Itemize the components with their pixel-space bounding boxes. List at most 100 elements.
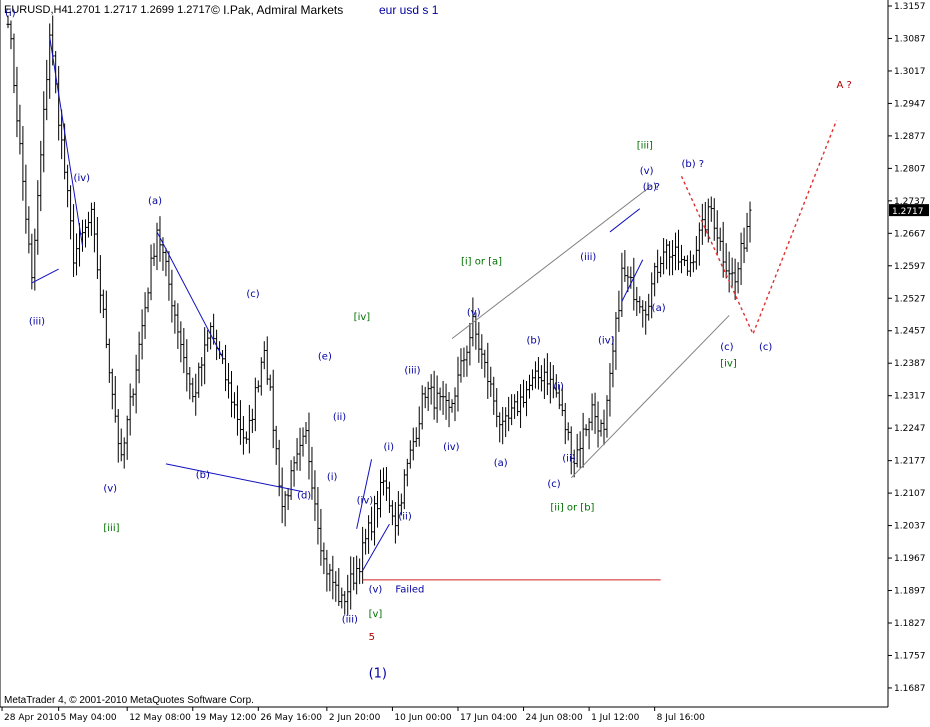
ohlc-bar [33, 228, 37, 291]
ohlc-bar [411, 427, 415, 461]
ohlc-bar [188, 367, 192, 400]
y-tick-label: 1.2527 [894, 294, 926, 304]
blue-trend-line [621, 259, 644, 302]
ohlc-bar [536, 357, 540, 390]
x-tick-label: 19 May 12:00 [195, 713, 257, 723]
ohlc-bar [408, 440, 412, 469]
ohlc-bar [42, 91, 46, 173]
ohlc-bar [322, 542, 326, 575]
ohlc-bar [596, 401, 600, 448]
ohlc-bar [36, 180, 40, 255]
ohlc-bar [66, 164, 70, 208]
ohlc-bar [617, 290, 621, 332]
wave-label: (c) [759, 342, 772, 353]
ohlc-bar [533, 361, 537, 389]
ohlc-bar [146, 287, 150, 313]
ohlc-bar [104, 290, 108, 349]
ohlc-bar [438, 387, 442, 411]
ohlc-bar [572, 449, 576, 478]
ohlc-bar [310, 446, 314, 500]
ohlc-bar [98, 255, 102, 314]
ohlc-bar [709, 196, 713, 222]
wave-label: (e) [318, 351, 332, 362]
wave-label: (b) [643, 182, 657, 193]
blue-trend-line [31, 268, 59, 284]
blue-trend-line [49, 37, 83, 246]
y-tick-label: 1.3017 [894, 67, 926, 77]
ohlc-bar [259, 357, 263, 396]
ohlc-bar [301, 427, 305, 457]
ohlc-bar [519, 384, 523, 428]
current-price-box [889, 204, 929, 217]
wave-label: Failed [395, 584, 424, 595]
ohlc-bar [703, 201, 707, 237]
wave-label: (ii) [398, 512, 411, 523]
ohlc-bar [691, 254, 695, 273]
ohlc-bar [316, 487, 320, 545]
ohlc-bar [632, 257, 636, 311]
ohlc-bar [647, 293, 651, 321]
blue-trend-line [609, 208, 641, 233]
wave-label: (d) [297, 491, 311, 502]
ohlc-bar [712, 198, 716, 241]
ohlc-bar [72, 204, 76, 278]
ohlc-bar [578, 431, 582, 469]
y-tick-label: 1.2457 [894, 327, 926, 337]
ohlc-bar [420, 385, 424, 430]
wave-label: (iii) [580, 252, 596, 263]
x-tick-label: 2 Jun 20:00 [329, 713, 381, 723]
ohlc-bar [516, 391, 520, 417]
ohlc-bar [414, 427, 418, 447]
ohlc-bar [507, 396, 511, 432]
ohlc-bar [584, 424, 588, 437]
ohlc-bar [504, 407, 508, 438]
ohlc-bar [238, 400, 242, 445]
ohlc-bar [742, 227, 746, 264]
ohlc-bar [113, 376, 117, 423]
ohlc-bar [450, 399, 454, 413]
ohlc-bar [164, 247, 168, 277]
ohlc-bar [715, 210, 719, 256]
ohlc-bar [9, 20, 13, 50]
ohlc-bar [83, 219, 87, 248]
ohlc-bar [197, 362, 201, 398]
ohlc-bar [328, 563, 332, 592]
ohlc-bar [235, 385, 239, 436]
ohlc-bar [468, 322, 472, 366]
ohlc-bar [730, 257, 734, 287]
ohlc-bar [370, 506, 374, 541]
wave-label: (v) [103, 484, 117, 495]
ohlc-bar [426, 381, 430, 411]
ohlc-bar [688, 250, 692, 277]
ohlc-bar [474, 312, 478, 350]
ohlc-bar [402, 469, 406, 510]
ohlc-bar [510, 394, 514, 426]
ohlc-bar [373, 495, 377, 546]
ohlc-bar [554, 374, 558, 398]
ohlc-bar [602, 409, 606, 446]
ohlc-bar [429, 374, 433, 405]
ohlc-bar [432, 370, 436, 420]
ohlc-bar [605, 395, 609, 438]
ohlc-bar [393, 502, 397, 544]
ohlc-bar [665, 239, 669, 270]
wave-label: (iv) [443, 442, 460, 453]
ohlc-bar [140, 309, 144, 360]
ohlc-bar [6, 15, 10, 29]
wave-label: (i) [327, 472, 338, 483]
wave-label: [i] or [a] [461, 256, 502, 267]
ohlc-bar [244, 431, 248, 444]
ohlc-bar [137, 331, 141, 384]
ohlc-bar [232, 392, 236, 419]
ohlc-bar [682, 255, 686, 267]
ohlc-bar [399, 493, 403, 516]
ohlc-bar [644, 301, 648, 335]
ohlc-bar [548, 362, 552, 404]
ohlc-bar [444, 383, 448, 420]
wave-label: [iv] [354, 312, 371, 323]
y-tick-label: 1.2737 [894, 197, 926, 207]
ohlc-bar [638, 296, 642, 314]
ohlc-bar [89, 202, 93, 236]
